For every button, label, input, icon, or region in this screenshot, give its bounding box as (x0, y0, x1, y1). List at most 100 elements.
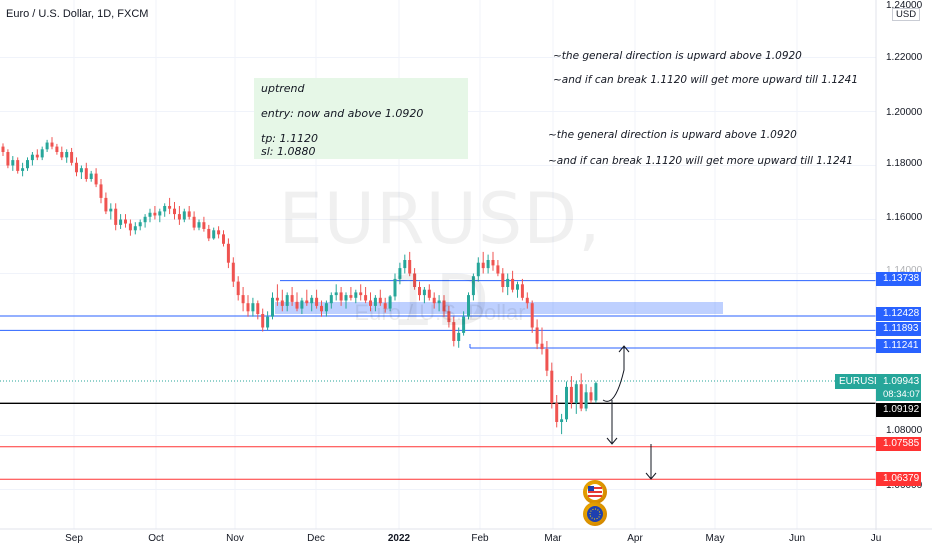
candle (467, 292, 470, 320)
candle (261, 308, 265, 332)
candle (413, 268, 417, 290)
candle (300, 297, 304, 314)
candle-body (467, 295, 470, 317)
candle (320, 300, 323, 317)
candle-body (398, 268, 402, 279)
candle (143, 214, 147, 228)
y-axis-label: 1.16000 (886, 212, 923, 223)
candle-body (344, 295, 348, 301)
candle-body (315, 297, 319, 306)
candle (418, 281, 421, 301)
current-price-tag[interactable]: 1.09943 (876, 374, 921, 389)
y-axis-label-hidden: 1.14000 (886, 265, 923, 276)
candle-body (354, 292, 358, 298)
candle (236, 276, 240, 301)
candle (187, 206, 191, 220)
candle (324, 300, 328, 317)
supply-zone (275, 302, 723, 314)
candle (535, 319, 539, 350)
candle (471, 273, 475, 301)
x-axis-label: Mar (544, 533, 562, 544)
level-tag-1-12428[interactable]: 1.12428 (876, 307, 921, 321)
candle-body (516, 284, 519, 290)
candle (516, 281, 519, 298)
candle-body (491, 260, 495, 266)
candle-body (511, 278, 515, 290)
candle-body (182, 211, 186, 220)
candle (305, 289, 309, 306)
level-tag-1-11893[interactable]: 1.11893 (876, 322, 921, 336)
candle-body (520, 284, 524, 298)
candle-body (545, 349, 549, 371)
candle-body (75, 162, 78, 173)
candle (70, 147, 74, 166)
candle-body (109, 208, 113, 212)
candle (462, 311, 466, 336)
projection-arrows (602, 345, 657, 480)
x-axis-label: Ju (870, 533, 882, 544)
level-tag-1-07585[interactable]: 1.07585 (876, 437, 921, 451)
x-axis-label: Feb (471, 533, 489, 544)
candle-body (217, 230, 221, 235)
candle-body (418, 287, 421, 296)
candle-body (261, 314, 265, 328)
candle (1, 143, 5, 157)
level-tag-1-09192[interactable]: 1.09192 (876, 403, 921, 417)
candle (55, 143, 59, 155)
candle (84, 162, 88, 182)
candle (506, 273, 510, 296)
candle (354, 289, 358, 304)
x-axis-label: Jun (788, 533, 806, 544)
candle (364, 287, 368, 304)
x-axis-label: May (705, 533, 725, 544)
candle-body (246, 303, 250, 312)
candle-body (388, 296, 392, 309)
candle-body (231, 262, 235, 282)
note-line-entry: entry: now and above 1.0920 (261, 107, 424, 120)
symbol-name-tag[interactable]: EURUSD (835, 374, 886, 389)
candle-body (241, 295, 245, 304)
candle (315, 289, 319, 309)
currency-label[interactable]: USD (892, 8, 921, 21)
candle-body (525, 297, 529, 304)
candle-body (128, 223, 132, 231)
trade-note-box[interactable] (254, 78, 468, 159)
candle (457, 327, 461, 348)
x-axis-label: Nov (226, 533, 244, 544)
candle-body (79, 168, 83, 173)
x-axis-label: Oct (148, 533, 164, 544)
candle-body (324, 303, 328, 312)
event-flag-eu-icon[interactable] (583, 502, 607, 526)
candle-body (65, 152, 69, 158)
candle-body (16, 160, 20, 171)
candle (280, 289, 284, 312)
x-axis-label: Sep (65, 533, 83, 544)
candle-body (285, 295, 289, 306)
candle (222, 230, 225, 247)
level-tag-1-11241[interactable]: 1.11241 (876, 339, 921, 353)
candle (128, 219, 132, 236)
candle (217, 226, 221, 239)
y-axis-label-top: 1.24000 (886, 0, 923, 11)
candle (192, 211, 196, 231)
event-flag-us-icon[interactable] (583, 480, 607, 504)
level-tag-1-06379[interactable]: 1.06379 (876, 472, 921, 486)
candle (584, 384, 588, 412)
candle (266, 311, 270, 331)
candle-body (138, 222, 142, 227)
candle (476, 257, 480, 282)
candle-body (290, 295, 294, 302)
level-tag-1-13738[interactable]: 1.13738 (876, 272, 921, 286)
candle (173, 201, 176, 220)
horizontal-levels (0, 280, 876, 480)
chart-title: Euro / U.S. Dollar, 1D, FXCM (6, 8, 149, 20)
candle (79, 165, 83, 179)
candle-body (30, 154, 34, 161)
candle-body (119, 219, 123, 225)
candle (202, 216, 206, 232)
candle-body (349, 295, 353, 298)
candle-body (427, 289, 431, 298)
candle-body (163, 206, 167, 212)
candle-body (481, 262, 485, 269)
candle (369, 292, 372, 312)
